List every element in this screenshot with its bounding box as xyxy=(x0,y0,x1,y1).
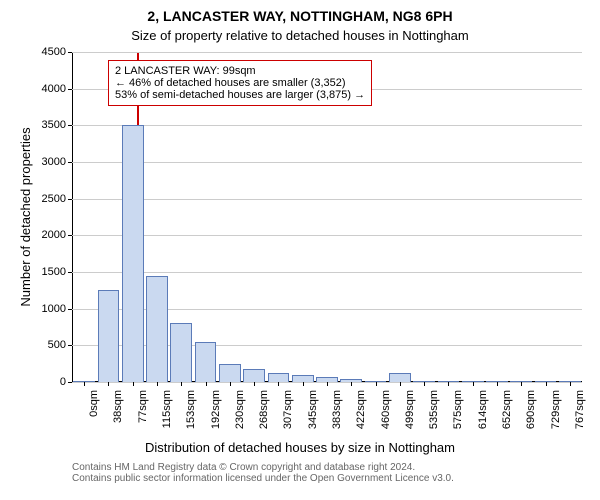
chart-subtitle: Size of property relative to detached ho… xyxy=(0,28,600,43)
y-tick-mark xyxy=(68,162,72,163)
grid-line xyxy=(72,235,582,236)
grid-line xyxy=(72,125,582,126)
y-tick-mark xyxy=(68,272,72,273)
x-tick-mark xyxy=(327,382,328,386)
bar xyxy=(122,125,144,382)
x-tick-mark xyxy=(448,382,449,386)
bar xyxy=(243,369,265,382)
x-tick-mark xyxy=(497,382,498,386)
x-tick-mark xyxy=(181,382,182,386)
x-tick-label: 460sqm xyxy=(380,382,392,429)
x-tick-mark xyxy=(206,382,207,386)
footer-line-1: Contains HM Land Registry data © Crown c… xyxy=(72,462,454,473)
footer-line-2: Contains public sector information licen… xyxy=(72,473,454,484)
x-tick-mark xyxy=(84,382,85,386)
x-tick-mark xyxy=(230,382,231,386)
bar xyxy=(219,364,241,382)
chart-title: 2, LANCASTER WAY, NOTTINGHAM, NG8 6PH xyxy=(0,8,600,24)
x-tick-label: 767sqm xyxy=(574,382,586,429)
y-tick-mark xyxy=(68,52,72,53)
x-tick-label: 652sqm xyxy=(501,382,513,429)
x-tick-mark xyxy=(254,382,255,386)
x-tick-label: 38sqm xyxy=(112,382,124,423)
x-axis-label: Distribution of detached houses by size … xyxy=(0,440,600,455)
y-tick-mark xyxy=(68,235,72,236)
x-tick-label: 535sqm xyxy=(428,382,440,429)
x-tick-mark xyxy=(473,382,474,386)
x-tick-mark xyxy=(424,382,425,386)
bar xyxy=(389,373,411,382)
x-tick-mark xyxy=(521,382,522,386)
y-axis-label: Number of detached properties xyxy=(18,52,33,382)
x-tick-mark xyxy=(376,382,377,386)
x-tick-label: 115sqm xyxy=(161,382,173,428)
x-tick-label: 690sqm xyxy=(525,382,537,429)
y-tick-mark xyxy=(68,309,72,310)
x-tick-mark xyxy=(303,382,304,386)
x-tick-mark xyxy=(400,382,401,386)
bar xyxy=(268,373,290,382)
x-tick-label: 575sqm xyxy=(452,382,464,429)
x-tick-label: 230sqm xyxy=(234,382,246,429)
bar xyxy=(98,290,120,382)
x-tick-label: 0sqm xyxy=(88,382,100,417)
x-tick-label: 422sqm xyxy=(355,382,367,429)
annotation-line-2: ← 46% of detached houses are smaller (3,… xyxy=(115,77,365,89)
x-tick-mark xyxy=(108,382,109,386)
x-tick-label: 499sqm xyxy=(404,382,416,429)
x-tick-mark xyxy=(546,382,547,386)
y-tick-mark xyxy=(68,199,72,200)
grid-line xyxy=(72,162,582,163)
bar xyxy=(170,323,192,382)
y-tick-mark xyxy=(68,345,72,346)
chart-footer: Contains HM Land Registry data © Crown c… xyxy=(72,462,454,484)
annotation-line-3: 53% of semi-detached houses are larger (… xyxy=(115,89,365,101)
x-tick-label: 729sqm xyxy=(550,382,562,429)
x-tick-mark xyxy=(157,382,158,386)
bar xyxy=(195,342,217,382)
grid-line xyxy=(72,199,582,200)
x-tick-label: 268sqm xyxy=(258,382,270,429)
bar xyxy=(146,276,168,382)
annotation-line-1: 2 LANCASTER WAY: 99sqm xyxy=(115,65,365,77)
x-tick-mark xyxy=(133,382,134,386)
chart-container: 2, LANCASTER WAY, NOTTINGHAM, NG8 6PH Si… xyxy=(0,0,600,500)
x-tick-label: 345sqm xyxy=(307,382,319,429)
y-axis-line xyxy=(72,52,73,382)
x-tick-label: 153sqm xyxy=(185,382,197,429)
grid-line xyxy=(72,52,582,53)
x-tick-label: 383sqm xyxy=(331,382,343,429)
grid-line xyxy=(72,272,582,273)
x-tick-mark xyxy=(278,382,279,386)
x-tick-mark xyxy=(351,382,352,386)
x-tick-label: 77sqm xyxy=(137,382,149,423)
x-tick-mark xyxy=(570,382,571,386)
x-tick-label: 614sqm xyxy=(477,382,489,429)
x-tick-label: 307sqm xyxy=(282,382,294,429)
y-tick-mark xyxy=(68,89,72,90)
annotation-box: 2 LANCASTER WAY: 99sqm ← 46% of detached… xyxy=(108,60,372,106)
y-tick-mark xyxy=(68,382,72,383)
x-tick-label: 192sqm xyxy=(210,382,222,429)
bar xyxy=(292,375,314,382)
y-tick-mark xyxy=(68,125,72,126)
